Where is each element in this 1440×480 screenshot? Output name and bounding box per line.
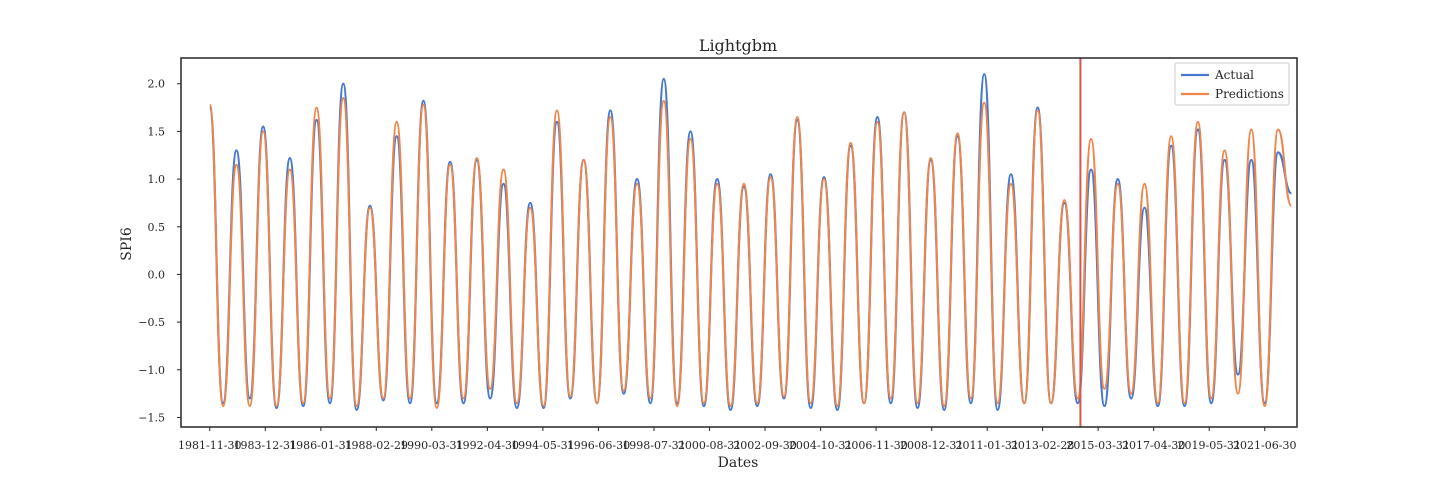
x-tick-label: 2013-02-28 [1011, 439, 1074, 452]
x-tick-label: 2015-03-31 [1066, 439, 1129, 452]
series-line-predictions [208, 97, 1293, 409]
y-tick-label: 1.0 [148, 173, 166, 186]
chart-title: Lightgbm [699, 36, 777, 55]
x-tick-label: 1990-03-31 [400, 439, 463, 452]
x-tick-label: 2004-10-31 [789, 439, 852, 452]
legend-label-actual: Actual [1214, 68, 1254, 82]
x-tick-label: 2017-04-30 [1122, 439, 1185, 452]
legend: Actual Predictions [1174, 62, 1290, 106]
plot-frame [180, 57, 1298, 428]
x-tick-label: 2002-09-30 [733, 439, 796, 452]
series-layer [208, 58, 1293, 427]
y-tick-label: 1.5 [148, 125, 166, 138]
y-tick-label: −1.5 [138, 411, 165, 424]
x-axis-title: Dates [718, 455, 759, 471]
y-tick-label: −0.5 [138, 316, 165, 329]
x-tick-label: 1988-02-29 [345, 439, 408, 452]
x-tick-label: 1981-11-30 [178, 439, 241, 452]
x-tick-label: 1992-04-30 [456, 439, 519, 452]
series-line-actual [208, 73, 1293, 411]
x-tick-label: 2008-12-31 [900, 439, 963, 452]
x-tick-label: 1998-07-31 [622, 439, 685, 452]
y-tick-label: 2.0 [148, 78, 166, 91]
x-tick-label: 1996-06-30 [567, 439, 630, 452]
x-tick-label: 1994-05-31 [511, 439, 574, 452]
y-axis: −1.5 −1.0 −0.5 0.0 0.5 1.0 1.5 2.0 [138, 78, 181, 424]
x-tick-label: 2019-05-31 [1178, 439, 1241, 452]
y-tick-label: 0.5 [148, 221, 166, 234]
y-tick-label: 0.0 [148, 268, 166, 281]
x-tick-label: 1983-12-31 [234, 439, 297, 452]
y-tick-label: −1.0 [138, 364, 165, 377]
x-tick-label: 2021-06-30 [1233, 439, 1296, 452]
legend-label-predictions: Predictions [1215, 87, 1284, 101]
x-tick-label: 2006-11-30 [844, 439, 907, 452]
x-tick-label: 2011-01-31 [956, 439, 1019, 452]
x-tick-label: 1986-01-31 [289, 439, 352, 452]
y-axis-title: SPI6 [119, 227, 135, 261]
x-tick-label: 2000-08-31 [678, 439, 741, 452]
x-axis: 1981-11-301983-12-311986-01-311988-02-29… [178, 427, 1296, 452]
